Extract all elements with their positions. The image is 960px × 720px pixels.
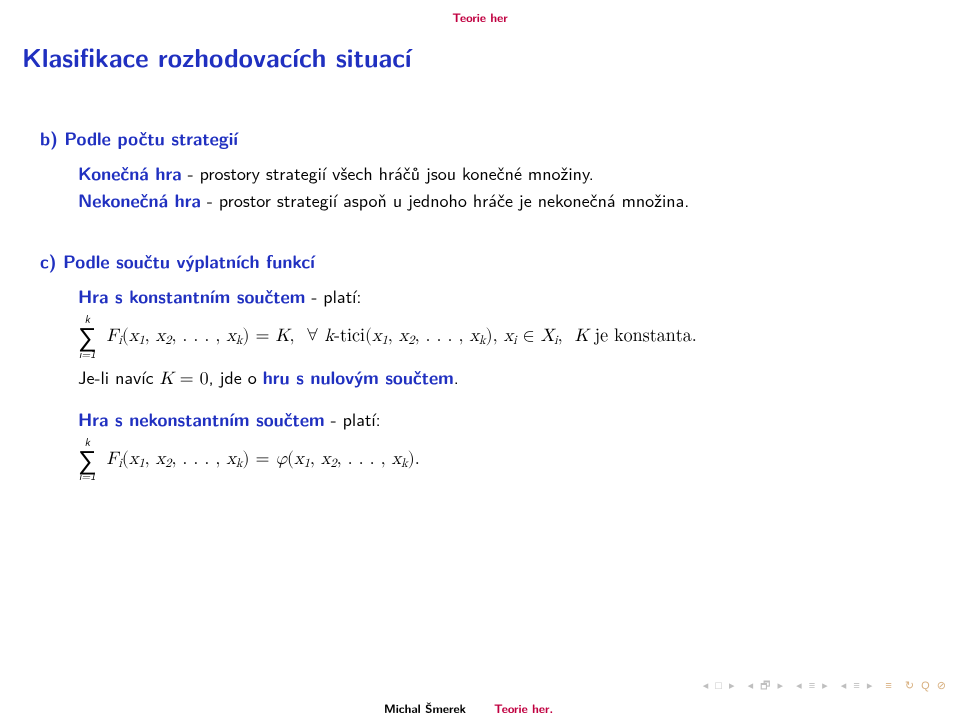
c1-note-post: , jde o [209, 363, 263, 390]
c1-note-math: K = 0 [160, 370, 209, 388]
term-constant-sum: Hra s konstantním součtem [78, 284, 305, 309]
item-c1-note: Je-li navíc K = 0, jde o hru s nulovým s… [40, 364, 920, 392]
item-c1-head: Hra s konstantním součtem - platí: [40, 283, 920, 310]
c1-note-end: . [454, 363, 459, 390]
nav-mode-icon[interactable]: ≡ [885, 680, 893, 692]
footer-author: Michal Šmerek [0, 699, 480, 717]
formula-c1: k ∑ i=1 Fi(x1, x2, . . . , xk) = K, ∀ k-… [40, 314, 920, 359]
nav-symbols: ◂ □ ▸ ◂ 🗗 ▸ ◂ ≡ ▸ ◂ ≡ ▸ ≡ ↻ Q ⊘ [697, 677, 948, 696]
term-zero-sum: hru s nulovým součtem [263, 365, 454, 390]
nav-back-sub-icon[interactable]: ◂ 🗗 ▸ [748, 680, 785, 692]
sum1-bot: i=1 [78, 349, 97, 360]
term-nonconstant-sum: Hra s nekonstantním součtem [78, 407, 325, 432]
footer-title: Teorie her. [480, 699, 960, 717]
header-section: Teorie her [0, 0, 960, 26]
text-c1-after: - platí: [305, 282, 361, 309]
formula-c2-body: Fi(x1, x2, . . . , xk) = φ(x1, x2, . . .… [107, 450, 420, 468]
slide-content: b) Podle počtu strategií Konečná hra - p… [0, 75, 960, 482]
item-b-label: b) Podle počtu strategií [40, 126, 238, 151]
footer: Michal Šmerek Teorie her. [0, 696, 960, 720]
nav-back-icon[interactable]: ◂ □ ▸ [703, 680, 737, 692]
sum-symbol-2: k ∑ i=1 [78, 437, 97, 482]
item-c2-head: Hra s nekonstantním součtem - platí: [40, 406, 920, 433]
sum-symbol-1: k ∑ i=1 [78, 314, 97, 359]
item-b2: Nekonečná hra - prostor strategií aspoň … [40, 187, 920, 214]
term-finite-game: Konečná hra [78, 161, 182, 186]
sum2-bot: i=1 [78, 471, 97, 482]
formula-c1-body: Fi(x1, x2, . . . , xk) = K, ∀ k-tici(x1,… [107, 327, 697, 345]
term-infinite-game: Nekonečná hra [78, 188, 201, 213]
nav-prev-icon[interactable]: ◂ ≡ ▸ [796, 680, 830, 692]
nav-next-icon[interactable]: ◂ ≡ ▸ [841, 680, 875, 692]
frame-title: Klasifikace rozhodovacích situací [0, 26, 960, 75]
text-b1: - prostory strategií všech hráčů jsou ko… [182, 159, 594, 186]
item-c-label: c) Podle součtu výplatních funkcí [40, 249, 315, 274]
item-b1: Konečná hra - prostory strategií všech h… [40, 160, 920, 187]
c1-note-pre: Je-li navíc [78, 363, 160, 390]
text-c2-after: - platí: [325, 405, 381, 432]
text-b2: - prostor strategií aspoň u jednoho hráč… [201, 186, 689, 213]
formula-c2: k ∑ i=1 Fi(x1, x2, . . . , xk) = φ(x1, x… [40, 437, 920, 482]
nav-loop-icon[interactable]: ↻ Q ⊘ [905, 680, 948, 692]
